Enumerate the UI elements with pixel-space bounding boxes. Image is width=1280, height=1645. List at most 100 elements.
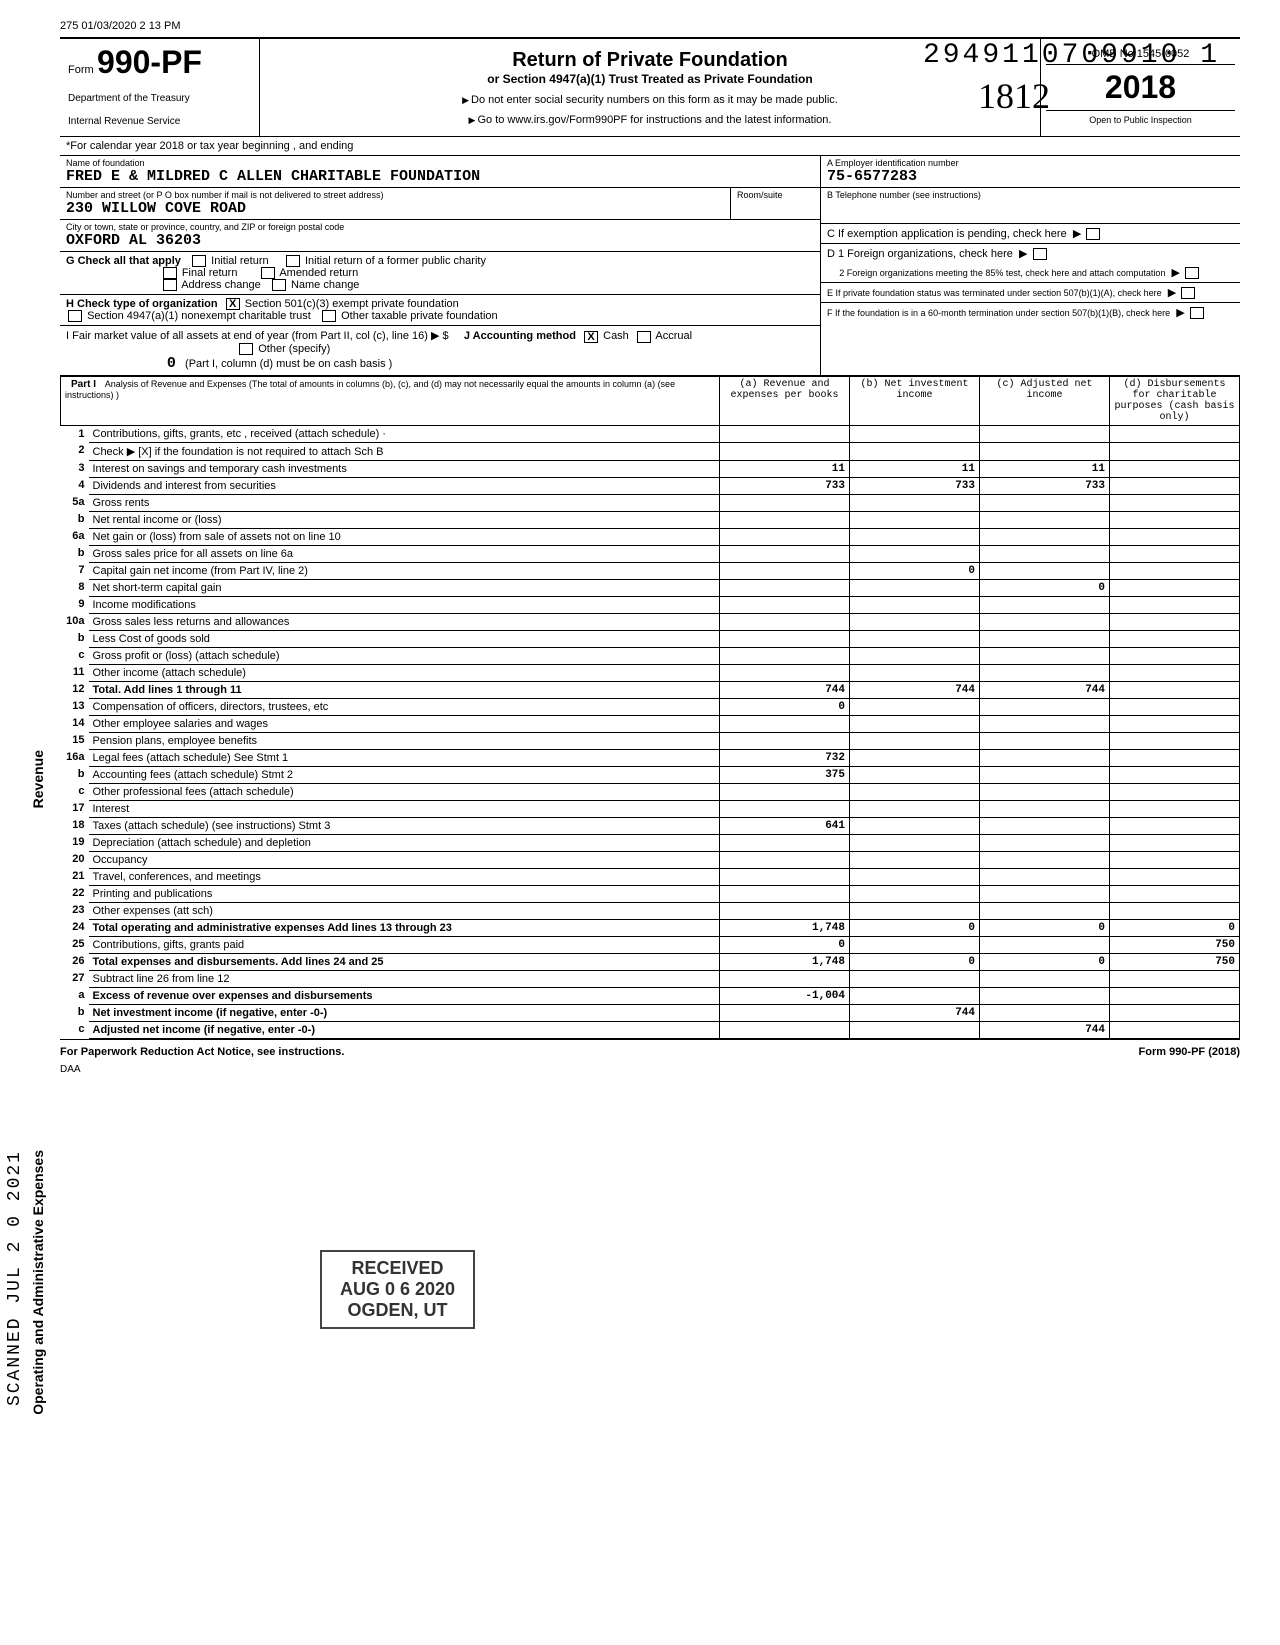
j-label: J Accounting method [464,330,576,342]
form-note-2: Go to www.irs.gov/Form990PF for instruct… [270,114,1030,126]
table-row: 26Total expenses and disbursements. Add … [61,953,1240,970]
table-row: 14Other employee salaries and wages [61,715,1240,732]
expenses-side-label: Operating and Administrative Expenses [30,1150,46,1415]
table-row: 23Other expenses (att sch) [61,902,1240,919]
table-row: 7Capital gain net income (from Part IV, … [61,562,1240,579]
page-footer: For Paperwork Reduction Act Notice, see … [60,1039,1240,1064]
part1-desc: Analysis of Revenue and Expenses (The to… [65,379,675,400]
form-ref: Form 990-PF (2018) [1139,1046,1240,1058]
table-row: bNet rental income or (loss) [61,511,1240,528]
received-stamp: RECEIVED AUG 0 6 2020 OGDEN, UT [320,1250,475,1329]
table-row: 21Travel, conferences, and meetings [61,868,1240,885]
street-label: Number and street (or P O box number if … [66,190,724,200]
line-f: F If the foundation is in a 60-month ter… [821,303,1240,322]
scanned-stamp: SCANNED JUL 2 0 2021 [5,1150,25,1406]
i-fmv-value: 0 [167,355,176,372]
i-label: I Fair market value of all assets at end… [66,330,449,342]
j-other: Other (specify) [258,343,330,355]
handwritten-note: 1812 [978,75,1050,117]
table-row: 15Pension plans, employee benefits [61,732,1240,749]
table-row: cAdjusted net income (if negative, enter… [61,1021,1240,1038]
stamp-received: RECEIVED [340,1258,455,1279]
h-opt-501c3: Section 501(c)(3) exempt private foundat… [245,298,459,310]
table-row: bAccounting fees (attach schedule) Stmt … [61,766,1240,783]
j-cash: Cash [603,330,629,342]
barcode-area: 2949110709910 1 [923,40,1220,71]
table-row: 27Subtract line 26 from line 12 [61,970,1240,987]
dept-irs: Internal Revenue Service [68,116,251,127]
form-title: Return of Private Foundation [270,49,1030,72]
line-c: C If exemption application is pending, c… [821,224,1240,244]
barcode-number: 2949110709910 1 [923,40,1220,71]
g-opt-former: Initial return of a former public charit… [305,255,486,267]
h-label: H Check type of organization [66,298,218,310]
col-d-head: (d) Disbursements for charitable purpose… [1110,376,1240,425]
tax-year: 2018 [1046,65,1235,111]
h-opt-4947: Section 4947(a)(1) nonexempt charitable … [87,310,311,322]
city-state-zip: OXFORD AL 36203 [66,232,814,249]
h-check-line: H Check type of organization X Section 5… [60,294,820,325]
scan-timestamp: 275 01/03/2020 2 13 PM [60,20,1240,32]
table-row: cGross profit or (loss) (attach schedule… [61,647,1240,664]
j-accrual: Accrual [655,330,692,342]
street-address: 230 WILLOW COVE ROAD [66,200,724,217]
table-row: 16aLegal fees (attach schedule) See Stmt… [61,749,1240,766]
table-row: bNet investment income (if negative, ent… [61,1004,1240,1021]
table-row: 3Interest on savings and temporary cash … [61,460,1240,477]
revenue-side-label: Revenue [30,750,46,808]
daa-mark: DAA [60,1064,1240,1075]
form-number: 990-PF [97,44,202,80]
name-label: Name of foundation [66,158,814,168]
table-row: aExcess of revenue over expenses and dis… [61,987,1240,1004]
cash-basis-note: (Part I, column (d) must be on cash basi… [185,358,392,370]
part1-table: Part I Analysis of Revenue and Expenses … [60,376,1240,1039]
table-row: 4Dividends and interest from securities7… [61,477,1240,494]
dept-treasury: Department of the Treasury [68,93,251,104]
col-b-head: (b) Net investment income [850,376,980,425]
paperwork-notice: For Paperwork Reduction Act Notice, see … [60,1046,344,1058]
table-row: 8Net short-term capital gain0 [61,579,1240,596]
table-row: 18Taxes (attach schedule) (see instructi… [61,817,1240,834]
calendar-year-line: *For calendar year 2018 or tax year begi… [60,137,1240,156]
line-e: E If private foundation status was termi… [821,283,1240,303]
g-check-line: G Check all that apply Initial return In… [60,251,820,294]
g-opt-initial: Initial return [211,255,268,267]
table-row: 9Income modifications [61,596,1240,613]
g-opt-name: Name change [291,279,360,291]
stamp-location: OGDEN, UT [340,1300,455,1321]
form-subtitle: or Section 4947(a)(1) Trust Treated as P… [270,72,1030,86]
g-opt-amended: Amended return [279,267,358,279]
table-row: 12Total. Add lines 1 through 11744744744 [61,681,1240,698]
g-opt-address: Address change [181,279,261,291]
public-inspection: Open to Public Inspection [1046,111,1235,129]
table-row: 24Total operating and administrative exp… [61,919,1240,936]
foundation-name: FRED E & MILDRED C ALLEN CHARITABLE FOUN… [66,168,814,185]
table-row: 22Printing and publications [61,885,1240,902]
form-note-1: Do not enter social security numbers on … [270,94,1030,106]
stamp-date: AUG 0 6 2020 [340,1279,455,1300]
g-opt-final: Final return [182,267,238,279]
city-label: City or town, state or province, country… [66,222,814,232]
table-row: cOther professional fees (attach schedul… [61,783,1240,800]
table-row: bLess Cost of goods sold [61,630,1240,647]
room-label: Room/suite [737,190,814,200]
table-row: 25Contributions, gifts, grants paid0750 [61,936,1240,953]
ein-label: A Employer identification number [827,158,1234,168]
line-d1: D 1 Foreign organizations, check here ▶ [821,244,1240,263]
form-prefix: Form [68,64,94,76]
i-j-line: I Fair market value of all assets at end… [60,325,820,374]
g-label: G Check all that apply [66,255,181,267]
phone-label: B Telephone number (see instructions) [827,190,1234,200]
table-row: 13Compensation of officers, directors, t… [61,698,1240,715]
ein-value: 75-6577283 [827,168,1234,185]
table-row: bGross sales price for all assets on lin… [61,545,1240,562]
table-row: 6aNet gain or (loss) from sale of assets… [61,528,1240,545]
table-row: 2Check ▶ [X] if the foundation is not re… [61,442,1240,460]
table-row: 5aGross rents [61,494,1240,511]
table-row: 17Interest [61,800,1240,817]
table-row: 1Contributions, gifts, grants, etc , rec… [61,425,1240,442]
line-d2: 2 Foreign organizations meeting the 85% … [821,263,1240,283]
table-row: 11Other income (attach schedule) [61,664,1240,681]
col-a-head: (a) Revenue and expenses per books [720,376,850,425]
h-opt-other: Other taxable private foundation [341,310,498,322]
